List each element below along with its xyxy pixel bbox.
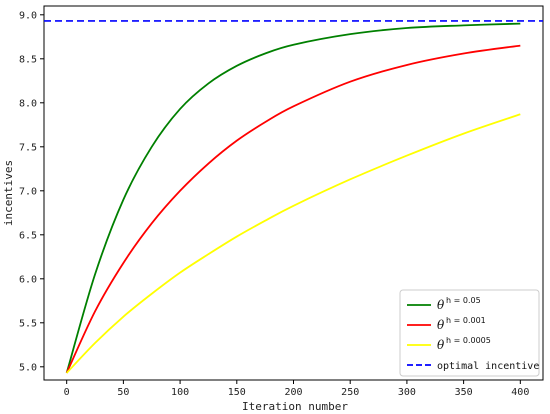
series-line-2 — [66, 113, 521, 374]
y-tick-label: 7.0 — [19, 186, 37, 197]
x-tick-label: 200 — [284, 387, 302, 398]
x-tick-label: 0 — [64, 387, 70, 398]
x-tick-label: 250 — [341, 387, 359, 398]
x-axis-label: Iteration number — [242, 400, 348, 413]
series-line-0 — [65, 22, 521, 374]
y-tick-label: 6.5 — [19, 230, 37, 241]
legend-box — [399, 289, 540, 377]
legend-label-sup-1: h = 0.001 — [446, 316, 486, 325]
legend-label-0: θ — [437, 298, 445, 312]
ticks-layer: 0 50 100 150 200 250 300 350 400 5.0 5.5 6.0 6.5 7.0 7… — [19, 10, 529, 398]
x-tick-label: 400 — [511, 387, 529, 398]
series-line-1 — [65, 44, 521, 374]
y-tick-label: 8.5 — [19, 54, 37, 65]
y-tick-label: 8.0 — [19, 98, 37, 109]
legend-label-sup-2: h = 0.0005 — [446, 336, 491, 345]
x-tick-label: 50 — [117, 387, 129, 398]
x-tick-label: 150 — [228, 387, 246, 398]
y-tick-label: 5.5 — [19, 318, 37, 329]
legend-label-1: θ — [437, 318, 445, 332]
legend-label-sup-0: h = 0.05 — [446, 296, 481, 305]
x-tick-label: 100 — [171, 387, 189, 398]
y-axis-label: incentives — [2, 160, 15, 226]
x-tick-label: 300 — [398, 387, 416, 398]
y-tick-label: 7.5 — [19, 142, 37, 153]
series-layer — [44, 20, 543, 374]
y-tick-label: 5.0 — [19, 362, 37, 373]
legend-label-3: optimal incentive — [437, 361, 539, 372]
y-tick-label: 9.0 — [19, 10, 37, 21]
legend-label-2: θ — [437, 338, 445, 352]
x-tick-label: 350 — [455, 387, 473, 398]
y-tick-label: 6.0 — [19, 274, 37, 285]
